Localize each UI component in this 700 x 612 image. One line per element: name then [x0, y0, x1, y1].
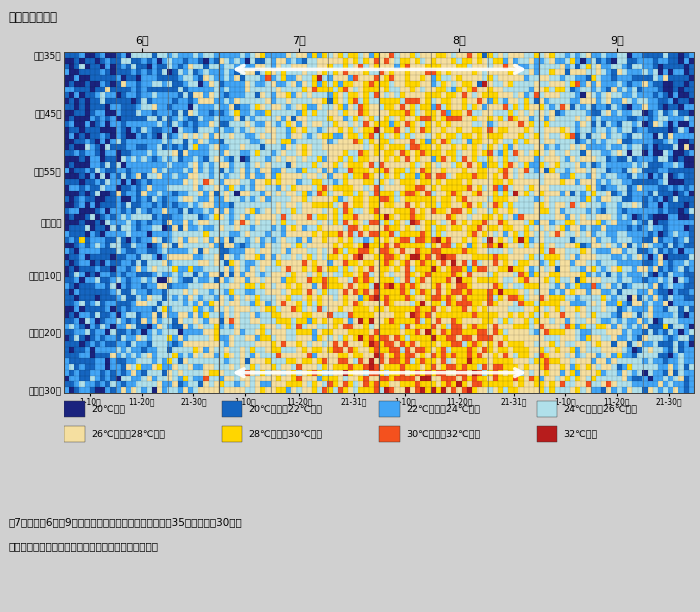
Text: 噹7　東京の6月～9月における日別平均気温推移（昭和35年～平成ヷ30年）: 噹7 東京の6月～9月における日別平均気温推移（昭和35年～平成ヷ30年） [8, 517, 242, 527]
Text: 30℃以上～32℃未満: 30℃以上～32℃未満 [406, 429, 480, 438]
Bar [64, 401, 85, 417]
Text: 20℃未満: 20℃未満 [91, 405, 125, 413]
Bar [537, 401, 557, 417]
Bar [64, 426, 85, 442]
Text: 20℃以上～22℃未満: 20℃以上～22℃未満 [248, 405, 323, 413]
Text: 32℃以上: 32℃以上 [564, 429, 598, 438]
Bar [222, 426, 242, 442]
Bar [379, 401, 400, 417]
Text: 26℃以上～28℃未満: 26℃以上～28℃未満 [91, 429, 165, 438]
Text: 24℃以上～26℃未満: 24℃以上～26℃未満 [564, 405, 638, 413]
Text: 気象庁「過去の気象データ・ダウンロード」より作成: 気象庁「過去の気象データ・ダウンロード」より作成 [8, 542, 158, 551]
Text: 22℃以上～24℃未満: 22℃以上～24℃未満 [406, 405, 480, 413]
Bar [537, 426, 557, 442]
Bar [379, 426, 400, 442]
Text: 28℃以上～30℃未満: 28℃以上～30℃未満 [248, 429, 323, 438]
Text: 【参考データ】: 【参考データ】 [8, 11, 57, 24]
Bar [222, 401, 242, 417]
